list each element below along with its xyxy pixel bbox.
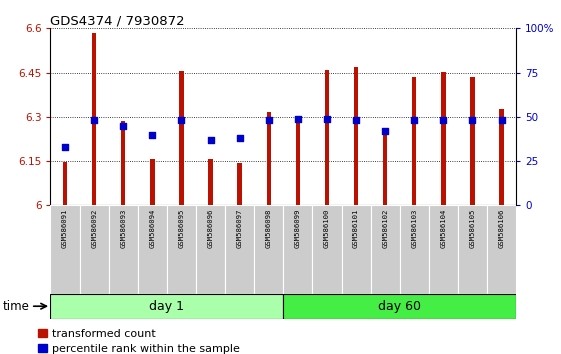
Text: GSM586101: GSM586101 — [353, 209, 359, 248]
Bar — [63, 162, 67, 205]
Text: day 1: day 1 — [149, 300, 185, 313]
Text: GSM586093: GSM586093 — [120, 209, 126, 248]
Bar — [138, 205, 167, 294]
Text: GDS4374 / 7930872: GDS4374 / 7930872 — [50, 14, 185, 27]
Bar — [50, 294, 283, 319]
Bar — [441, 72, 445, 205]
Bar — [296, 117, 300, 205]
Bar — [225, 205, 254, 294]
Point — [497, 118, 506, 123]
Point — [90, 118, 99, 123]
Bar — [237, 163, 242, 205]
Bar — [50, 205, 80, 294]
Bar — [196, 205, 225, 294]
Bar — [325, 70, 329, 205]
Bar — [499, 109, 504, 205]
Bar — [180, 71, 183, 205]
Point — [439, 118, 448, 123]
Bar — [109, 205, 138, 294]
Point — [177, 118, 186, 123]
Bar — [283, 205, 312, 294]
Bar — [254, 205, 283, 294]
Bar — [458, 205, 487, 294]
Text: GSM586098: GSM586098 — [266, 209, 272, 248]
Bar — [121, 121, 126, 205]
Bar — [208, 159, 213, 205]
Point — [61, 144, 70, 150]
Text: GSM586096: GSM586096 — [208, 209, 214, 248]
Bar — [266, 112, 271, 205]
Point — [410, 118, 419, 123]
Text: GSM586103: GSM586103 — [411, 209, 417, 248]
Text: GSM586094: GSM586094 — [149, 209, 155, 248]
Legend: transformed count, percentile rank within the sample: transformed count, percentile rank withi… — [34, 324, 245, 354]
Bar — [399, 205, 429, 294]
Bar — [354, 67, 358, 205]
Bar — [150, 159, 154, 205]
Text: time: time — [3, 300, 30, 313]
Point — [352, 118, 361, 123]
Text: GSM586092: GSM586092 — [91, 209, 97, 248]
Bar — [283, 294, 516, 319]
Bar — [383, 133, 387, 205]
Text: GSM586105: GSM586105 — [470, 209, 476, 248]
Text: GSM586097: GSM586097 — [237, 209, 243, 248]
Point — [323, 116, 332, 121]
Point — [381, 128, 390, 134]
Point — [468, 118, 477, 123]
Bar — [342, 205, 371, 294]
Point — [119, 123, 128, 129]
Bar — [80, 205, 109, 294]
Bar — [92, 33, 96, 205]
Bar — [167, 205, 196, 294]
Bar — [312, 205, 342, 294]
Text: GSM586095: GSM586095 — [178, 209, 185, 248]
Bar — [371, 205, 399, 294]
Text: GSM586102: GSM586102 — [382, 209, 388, 248]
Point — [235, 135, 244, 141]
Text: day 60: day 60 — [378, 300, 421, 313]
Text: GSM586104: GSM586104 — [440, 209, 447, 248]
Point — [264, 118, 273, 123]
Text: GSM586099: GSM586099 — [295, 209, 301, 248]
Point — [206, 137, 215, 143]
Bar — [487, 205, 516, 294]
Text: GSM586100: GSM586100 — [324, 209, 330, 248]
Bar — [470, 77, 475, 205]
Point — [293, 116, 302, 121]
Bar — [429, 205, 458, 294]
Text: GSM586106: GSM586106 — [499, 209, 504, 248]
Point — [148, 132, 157, 137]
Text: GSM586091: GSM586091 — [62, 209, 68, 248]
Bar — [412, 77, 416, 205]
